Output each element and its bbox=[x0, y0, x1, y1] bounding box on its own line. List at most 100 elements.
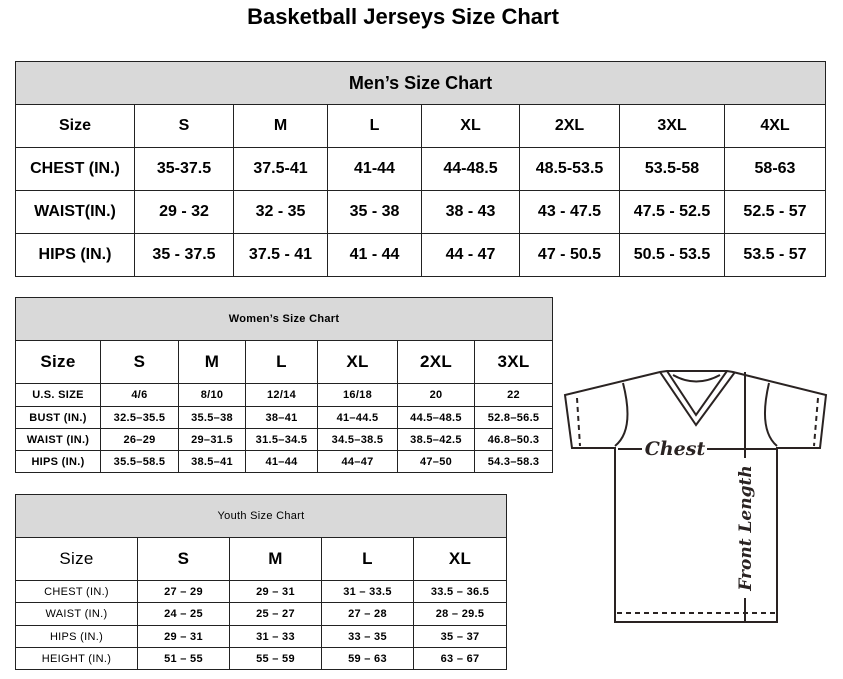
row-label: HIPS (IN.) bbox=[15, 450, 101, 473]
value-cell: 53.5 - 57 bbox=[724, 233, 826, 277]
value-cell: 44 - 47 bbox=[421, 233, 520, 277]
header-cell: M bbox=[229, 537, 322, 581]
value-cell: 50.5 - 53.5 bbox=[619, 233, 725, 277]
value-cell: 20 bbox=[397, 383, 475, 407]
value-cell: 53.5-58 bbox=[619, 147, 725, 191]
value-cell: 37.5-41 bbox=[233, 147, 328, 191]
row-label: HIPS (IN.) bbox=[15, 233, 135, 277]
table-row: WAIST (IN.) 26–29 29–31.5 31.5–34.5 34.5–38.… bbox=[15, 428, 554, 451]
row-label: WAIST (IN.) bbox=[15, 428, 101, 451]
table-row: HIPS (IN.) 35.5–58.5 38.5–41 41–44 44–47 47–5… bbox=[15, 450, 554, 473]
value-cell: 31 – 33 bbox=[229, 625, 322, 648]
value-cell: 22 bbox=[473, 383, 554, 407]
row-label: WAIST (IN.) bbox=[15, 602, 138, 626]
row-label: HEIGHT (IN.) bbox=[15, 647, 138, 670]
mens-size-table: Men’s Size Chart Size S M L XL 2XL 3XL 4XL CHEST … bbox=[15, 61, 826, 277]
row-label: WAIST(IN.) bbox=[15, 190, 135, 234]
table-row: HIPS (IN.) 35 - 37.5 37.5 - 41 41 - 44 44 - … bbox=[15, 233, 826, 277]
header-cell: S bbox=[100, 340, 179, 384]
table-row: WAIST (IN.) 24 – 25 25 – 27 27 – 28 28 – 29.… bbox=[15, 602, 508, 626]
table-caption: Youth Size Chart bbox=[14, 494, 508, 538]
table-row: WAIST(IN.) 29 - 32 32 - 35 35 - 38 38 - 43 43… bbox=[15, 190, 826, 234]
header-cell: XL bbox=[421, 104, 520, 148]
value-cell: 44.5–48.5 bbox=[397, 406, 475, 429]
value-cell: 29 – 31 bbox=[137, 625, 230, 648]
value-cell: 4/6 bbox=[100, 383, 179, 407]
value-cell: 38.5–41 bbox=[178, 450, 246, 473]
row-label: HIPS (IN.) bbox=[15, 625, 138, 648]
value-cell: 38–41 bbox=[245, 406, 318, 429]
value-cell: 33.5 – 36.5 bbox=[412, 580, 508, 603]
value-cell: 41–44.5 bbox=[317, 406, 398, 429]
value-cell: 8/10 bbox=[178, 383, 246, 407]
header-cell: Size bbox=[15, 537, 138, 581]
value-cell: 43 - 47.5 bbox=[519, 190, 620, 234]
youth-size-table: Youth Size Chart Size S M L XL CHEST (IN.) 27 –… bbox=[14, 494, 508, 670]
value-cell: 35 - 37.5 bbox=[134, 233, 234, 277]
value-cell: 29 – 31 bbox=[229, 580, 322, 603]
value-cell: 52.5 - 57 bbox=[724, 190, 826, 234]
value-cell: 55 – 59 bbox=[229, 647, 322, 670]
table-row: HIPS (IN.) 29 – 31 31 – 33 33 – 35 35 – 37 bbox=[15, 625, 508, 648]
table-row: U.S. SIZE 4/6 8/10 12/14 16/18 20 22 bbox=[15, 383, 554, 407]
table-row: CHEST (IN.) 27 – 29 29 – 31 31 – 33.5 33.5 –… bbox=[15, 580, 508, 603]
header-cell: 3XL bbox=[619, 104, 725, 148]
value-cell: 41 - 44 bbox=[327, 233, 422, 277]
womens-size-table: Women’s Size Chart Size S M L XL 2XL 3XL U.S. SI… bbox=[14, 297, 554, 473]
chest-label: Chest bbox=[645, 438, 706, 460]
table-row: CHEST (IN.) 35-37.5 37.5-41 41-44 44-48.5 48.… bbox=[15, 147, 826, 191]
value-cell: 25 – 27 bbox=[229, 602, 322, 626]
header-cell: L bbox=[327, 104, 422, 148]
value-cell: 58-63 bbox=[724, 147, 826, 191]
value-cell: 26–29 bbox=[100, 428, 179, 451]
value-cell: 27 – 29 bbox=[137, 580, 230, 603]
jersey-outline bbox=[563, 370, 828, 623]
header-cell: Size bbox=[15, 340, 101, 384]
row-label: CHEST (IN.) bbox=[15, 580, 138, 603]
value-cell: 44–47 bbox=[317, 450, 398, 473]
table-row: HEIGHT (IN.) 51 – 55 55 – 59 59 – 63 63 – 67 bbox=[15, 647, 508, 670]
value-cell: 35-37.5 bbox=[134, 147, 234, 191]
header-cell: XL bbox=[412, 537, 508, 581]
value-cell: 16/18 bbox=[317, 383, 398, 407]
value-cell: 38 - 43 bbox=[421, 190, 520, 234]
value-cell: 24 – 25 bbox=[137, 602, 230, 626]
value-cell: 38.5–42.5 bbox=[397, 428, 475, 451]
value-cell: 32 - 35 bbox=[233, 190, 328, 234]
value-cell: 28 – 29.5 bbox=[412, 602, 508, 626]
value-cell: 34.5–38.5 bbox=[317, 428, 398, 451]
row-label: BUST (IN.) bbox=[15, 406, 101, 429]
value-cell: 54.3–58.3 bbox=[473, 450, 554, 473]
value-cell: 27 – 28 bbox=[321, 602, 414, 626]
row-label: CHEST (IN.) bbox=[15, 147, 135, 191]
header-cell: S bbox=[137, 537, 230, 581]
header-cell: M bbox=[233, 104, 328, 148]
header-cell: 2XL bbox=[397, 340, 475, 384]
header-cell: L bbox=[245, 340, 318, 384]
value-cell: 47.5 - 52.5 bbox=[619, 190, 725, 234]
v-neck bbox=[659, 370, 736, 427]
value-cell: 59 – 63 bbox=[321, 647, 414, 670]
value-cell: 35.5–38 bbox=[178, 406, 246, 429]
value-cell: 35 - 38 bbox=[327, 190, 422, 234]
value-cell: 32.5–35.5 bbox=[100, 406, 179, 429]
value-cell: 52.8–56.5 bbox=[473, 406, 554, 429]
value-cell: 51 – 55 bbox=[137, 647, 230, 670]
value-cell: 35 – 37 bbox=[412, 625, 508, 648]
value-cell: 47–50 bbox=[397, 450, 475, 473]
page-title: Basketball Jerseys Size Chart bbox=[247, 4, 559, 29]
header-cell: L bbox=[321, 537, 414, 581]
table-row: BUST (IN.) 32.5–35.5 35.5–38 38–41 41–44.5 44… bbox=[15, 406, 554, 429]
table-caption: Women’s Size Chart bbox=[14, 297, 554, 341]
value-cell: 41–44 bbox=[245, 450, 318, 473]
header-cell: S bbox=[134, 104, 234, 148]
header-cell: 4XL bbox=[724, 104, 826, 148]
header-cell: 3XL bbox=[473, 340, 554, 384]
header-cell: M bbox=[178, 340, 246, 384]
table-caption: Men’s Size Chart bbox=[15, 61, 826, 105]
value-cell: 48.5-53.5 bbox=[519, 147, 620, 191]
value-cell: 47 - 50.5 bbox=[519, 233, 620, 277]
value-cell: 31.5–34.5 bbox=[245, 428, 318, 451]
header-cell: Size bbox=[15, 104, 135, 148]
value-cell: 41-44 bbox=[327, 147, 422, 191]
